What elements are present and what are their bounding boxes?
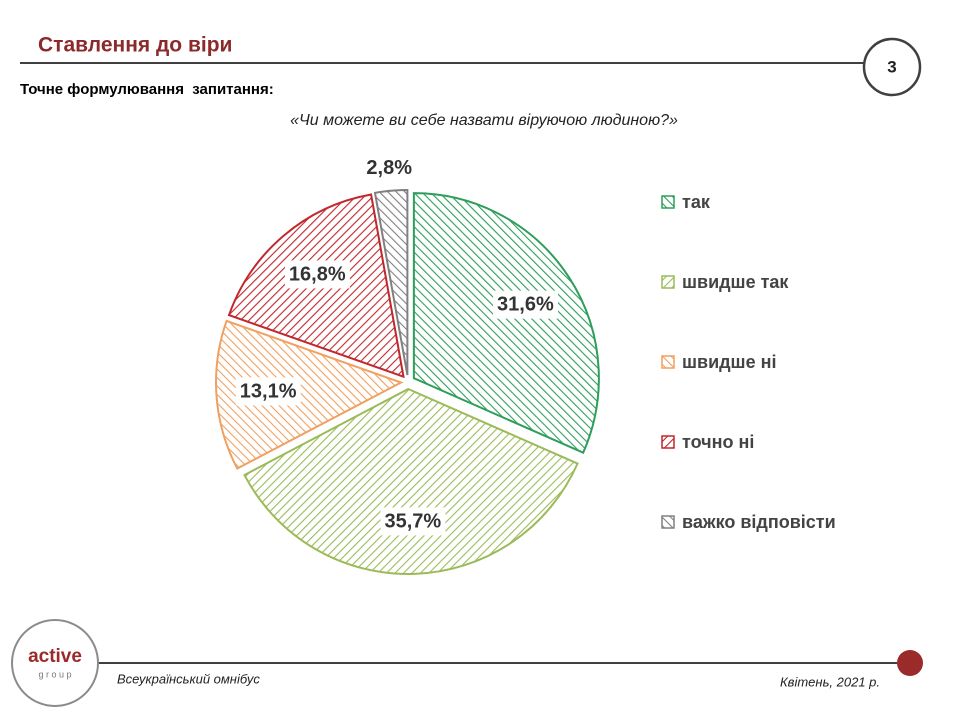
footer-left: Всеукраїнський омнібус xyxy=(117,671,260,686)
data-label: 31,6% xyxy=(497,294,554,316)
legend-label: так xyxy=(682,192,711,212)
legend-label: важко відповісти xyxy=(682,512,836,532)
data-label-box xyxy=(235,377,301,406)
legend-swatch xyxy=(661,275,675,289)
page-number: 3 xyxy=(887,57,896,76)
question: «Чи можете ви себе назвати віруючою люди… xyxy=(290,112,678,129)
pie-slice xyxy=(412,192,600,455)
data-label-box xyxy=(380,507,446,536)
data-label: 13,1% xyxy=(240,380,297,402)
logo-main: active xyxy=(28,646,82,667)
data-label: 16,8% xyxy=(289,263,346,285)
data-label: 2,8% xyxy=(366,157,412,179)
legend-label: точно ні xyxy=(682,432,754,452)
logo-circle xyxy=(11,619,99,707)
legend-label: швидше ні xyxy=(682,352,776,372)
page-badge xyxy=(862,37,922,97)
slide-title: Ставлення до віри xyxy=(38,34,232,57)
data-label: 35,7% xyxy=(384,510,441,532)
pie-chart: 31,6% 35,7% 13,1% 16,8% 2,8% xyxy=(215,157,600,575)
legend: так швидше так швидше ні точно ні важко відп… xyxy=(661,192,836,532)
logo-sub: g r o u p xyxy=(38,669,71,679)
legend-swatch xyxy=(661,435,675,449)
pie-slice xyxy=(243,387,579,575)
legend-swatch xyxy=(661,195,675,209)
legend-swatch xyxy=(661,515,675,529)
pie-slice xyxy=(215,319,404,470)
data-label-box xyxy=(284,260,350,289)
question-label: Точне формулювання запитання: xyxy=(20,81,274,98)
pie-slice xyxy=(373,189,409,376)
legend-label: швидше так xyxy=(682,272,789,292)
footer-right: Квітень, 2021 р. xyxy=(780,674,880,689)
footer-dot xyxy=(897,650,923,676)
data-label-box xyxy=(493,290,558,319)
legend-swatch xyxy=(661,355,675,369)
